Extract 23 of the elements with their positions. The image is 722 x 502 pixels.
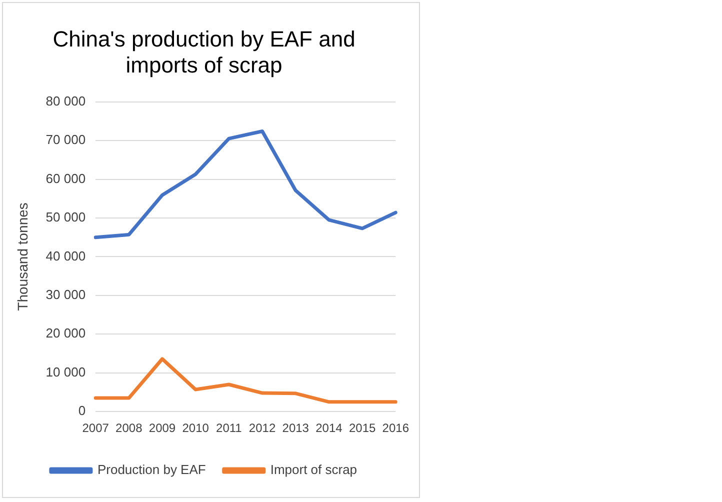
x-tick-label: 2015 [348, 421, 376, 436]
x-tick-label: 2007 [82, 421, 110, 436]
y-tick-label: 70 000 [46, 132, 86, 148]
x-tick-label: 2014 [316, 421, 343, 436]
y-tick-label: 0 [78, 403, 86, 418]
legend-label: Production by EAF [97, 462, 206, 478]
y-tick-label: 80 000 [46, 93, 86, 108]
chart-title: China's production by EAF and imports of scrap [52, 26, 356, 78]
x-tick-label: 2016 [382, 421, 410, 436]
x-tick-label: 2010 [182, 421, 210, 436]
y-tick-label: 50 000 [46, 210, 86, 225]
x-tick-label: 2012 [248, 421, 276, 436]
y-tick-label: 30 000 [46, 287, 86, 302]
x-tick-label: 2008 [116, 421, 143, 436]
y-axis-title: Thousand tonnes [14, 202, 30, 311]
legend-label: Import of scrap [270, 462, 358, 478]
y-tick-label: 40 000 [46, 248, 86, 264]
x-tick-label: 2011 [216, 421, 242, 436]
y-tick-label: 20 000 [46, 326, 86, 341]
x-tick-label: 2013 [282, 421, 310, 436]
y-tick-label: 60 000 [46, 170, 86, 186]
x-tick-label: 2009 [148, 421, 176, 436]
y-tick-label: 10 000 [46, 364, 86, 380]
